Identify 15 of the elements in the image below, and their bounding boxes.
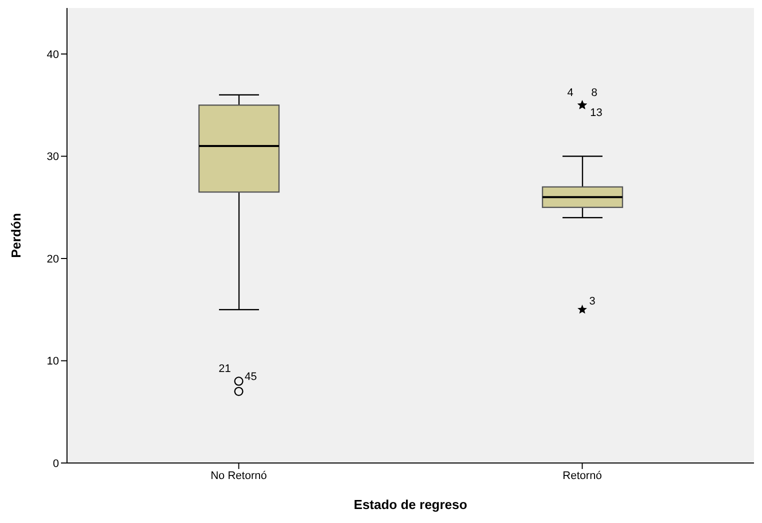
annotation: 3 bbox=[589, 296, 596, 308]
x-axis-title: Estado de regreso bbox=[354, 497, 468, 512]
x-tick-label: No Retornó bbox=[210, 470, 267, 482]
y-tick-label: 30 bbox=[46, 151, 59, 164]
y-axis-title: Perdón bbox=[8, 213, 24, 258]
annotation: 21 bbox=[218, 363, 231, 376]
y-tick-label: 20 bbox=[46, 253, 59, 266]
x-tick-label: Retornó bbox=[562, 470, 602, 482]
y-tick-label: 10 bbox=[46, 356, 59, 368]
annotation: 4 bbox=[567, 87, 574, 100]
y-tick-label: 0 bbox=[52, 458, 59, 470]
y-tick-label: 40 bbox=[46, 48, 59, 61]
annotation: 45 bbox=[244, 371, 257, 384]
annotation: 13 bbox=[590, 107, 602, 120]
annotation: 8 bbox=[591, 87, 598, 100]
